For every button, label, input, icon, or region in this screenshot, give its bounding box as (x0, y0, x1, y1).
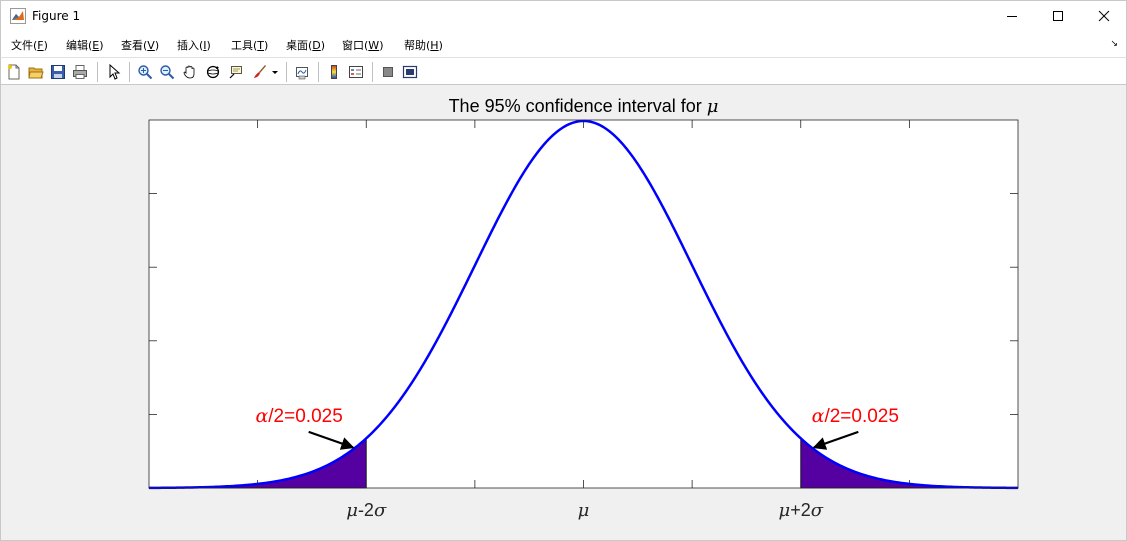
minimize-button[interactable] (989, 1, 1035, 31)
figure-toolbar (0, 57, 1127, 85)
axes-frame (148, 119, 1019, 489)
zoom-in-icon[interactable] (136, 63, 154, 81)
right-arrow (812, 430, 859, 450)
rotate-3d-icon[interactable] (204, 63, 222, 81)
data-cursor-icon[interactable] (227, 63, 245, 81)
hide-plot-tools-icon[interactable] (379, 63, 397, 81)
left-arrow (308, 430, 355, 450)
menu-help[interactable]: 帮助(H) (404, 39, 443, 52)
menu-bar: 文件(F) 编辑(E) 查看(V) 插入(I) 工具(T) 桌面(D) 窗口(W… (0, 31, 1127, 57)
menu-view[interactable]: 查看(V) (121, 39, 160, 52)
chart-title: The 95% confidence interval for μ (449, 96, 719, 117)
save-icon[interactable] (49, 63, 67, 81)
menu-tools[interactable]: 工具(T) (231, 39, 269, 52)
x-tick-label: μ-2σ (346, 500, 387, 521)
right-alpha-label: α/2=0.025 (812, 405, 899, 427)
colorbar-icon[interactable] (325, 63, 343, 81)
dropdown-arrow-icon[interactable] (270, 63, 280, 81)
pan-icon[interactable] (181, 63, 199, 81)
zoom-out-icon[interactable] (158, 63, 176, 81)
x-tick-label: μ (578, 500, 590, 521)
toolbar-separator (318, 62, 319, 82)
toolbar-separator (97, 62, 98, 82)
print-icon[interactable] (71, 63, 89, 81)
new-figure-icon[interactable] (5, 63, 23, 81)
maximize-icon (1053, 11, 1063, 21)
left-alpha-label: α/2=0.025 (255, 405, 342, 427)
menu-edit[interactable]: 编辑(E) (66, 39, 104, 52)
normal-pdf-curve (148, 119, 1019, 490)
axes-background (149, 120, 1018, 488)
minimize-icon (1007, 16, 1017, 17)
link-plot-icon[interactable] (293, 63, 311, 81)
toolbar-separator (286, 62, 287, 82)
dock-arrow-icon[interactable]: ↘ (1110, 39, 1118, 49)
pointer-icon[interactable] (105, 63, 123, 81)
show-plot-tools-icon[interactable] (401, 63, 419, 81)
menu-insert[interactable]: 插入(I) (177, 39, 211, 52)
toolbar-separator (129, 62, 130, 82)
menu-file[interactable]: 文件(F) (11, 39, 48, 52)
menu-window[interactable]: 窗口(W) (342, 39, 384, 52)
maximize-button[interactable] (1035, 1, 1081, 31)
open-file-icon[interactable] (27, 63, 45, 81)
x-tick-labels: μ-2σ μ μ+2σ (346, 500, 823, 521)
annotations: α/2=0.025 α/2=0.025 (255, 405, 899, 450)
window-titlebar: Figure 1 (0, 0, 1127, 31)
plot-svg[interactable]: The 95% confidence interval for μ μ-2σ μ μ… (1, 85, 1126, 540)
menu-desktop[interactable]: 桌面(D) (286, 39, 326, 52)
brush-icon[interactable] (251, 63, 269, 81)
toolbar-separator (372, 62, 373, 82)
legend-icon[interactable] (347, 63, 365, 81)
x-tick-label: μ+2σ (778, 500, 823, 521)
figure-canvas: The 95% confidence interval for μ μ-2σ μ μ… (0, 85, 1127, 541)
close-icon (1098, 10, 1110, 22)
matlab-logo-icon (10, 8, 26, 24)
close-button[interactable] (1081, 1, 1127, 31)
window-title: Figure 1 (32, 9, 81, 23)
axis-ticks (149, 120, 1018, 488)
